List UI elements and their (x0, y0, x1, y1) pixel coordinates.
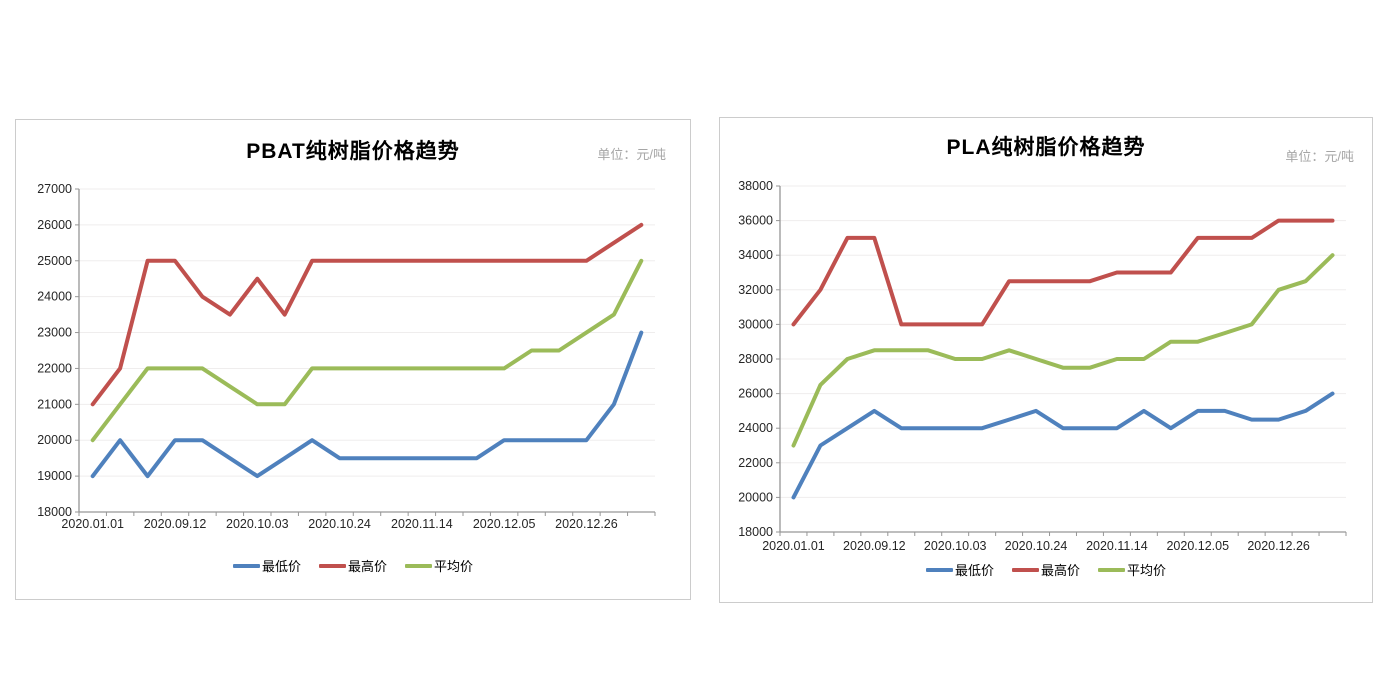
legend-item-lowest: 最低价 (232, 556, 301, 575)
y-axis-label: 28000 (738, 352, 773, 366)
legend-label: 最低价 (954, 563, 994, 578)
legend-item-average: 平均价 (1098, 560, 1166, 579)
x-axis-label: 2020.12.05 (1166, 539, 1229, 553)
series-line-最低价 (90, 330, 644, 479)
legend-item-highest: 最高价 (1011, 560, 1080, 579)
lowest-line-swatch (232, 563, 260, 568)
x-axis-label: 2020.01.01 (61, 517, 124, 531)
x-axis-label: 2020.10.24 (308, 517, 371, 531)
x-axis-label: 2020.12.05 (473, 517, 536, 531)
series-line-最低价 (791, 391, 1335, 500)
pla-unit-label: 单位：元/吨 (1285, 149, 1354, 164)
y-axis-label: 34000 (738, 248, 773, 262)
pla-plot: 18000 20000 22000 24000 26000 28000 30000 32000… (738, 179, 1347, 553)
x-axis-label: 2020.12.26 (555, 517, 618, 531)
series-line-平均价 (90, 258, 644, 443)
pbat-chart-title: PBAT纯树脂价格趋势 (246, 140, 460, 163)
x-axis-label: 2020.10.03 (226, 517, 289, 531)
legend-label: 平均价 (1127, 563, 1167, 578)
legend-item-highest: 最高价 (318, 556, 387, 575)
y-axis-label: 22000 (738, 456, 773, 470)
series-line-最高价 (90, 222, 644, 407)
x-axis-label: 2020.12.26 (1247, 539, 1310, 553)
y-axis-label: 18000 (37, 505, 72, 519)
series-line-最高价 (791, 218, 1335, 327)
y-axis-label: 38000 (738, 179, 773, 193)
legend-item-lowest: 最低价 (925, 560, 994, 579)
pbat-plot: 18000 19000 20000 21000 22000 23000 24000 25000… (37, 182, 656, 531)
pbat-chart-panel[interactable]: PBAT纯树脂价格趋势 单位：元/吨 18000 19000 20000 21000 2… (15, 119, 691, 600)
average-line-swatch (405, 563, 432, 568)
y-axis-label: 24000 (738, 421, 773, 435)
y-axis-label: 20000 (37, 433, 72, 447)
average-line-swatch (1098, 567, 1125, 572)
pla-chart-title: PLA纯树脂价格趋势 (946, 136, 1146, 159)
y-axis-label: 36000 (738, 214, 773, 228)
y-axis-label: 26000 (37, 218, 72, 232)
legend-label: 最低价 (261, 559, 301, 574)
legend-label: 平均价 (434, 559, 474, 574)
pbat-legend: 最低价 最高价 平均价 (16, 556, 690, 575)
legend-item-average: 平均价 (405, 556, 473, 575)
y-axis-label: 23000 (37, 326, 72, 340)
y-axis-label: 27000 (37, 182, 72, 196)
highest-line-swatch (1011, 567, 1039, 572)
x-axis-label: 2020.10.24 (1005, 539, 1068, 553)
x-axis-label: 2020.11.14 (1086, 539, 1148, 553)
pbat-unit-label: 单位：元/吨 (597, 147, 666, 162)
y-axis-label: 30000 (738, 317, 773, 331)
legend-label: 最高价 (347, 559, 387, 574)
y-axis-label: 20000 (738, 490, 773, 504)
x-axis-label: 2020.10.03 (924, 539, 987, 553)
x-axis-label: 2020.11.14 (391, 517, 453, 531)
y-axis-label: 24000 (37, 290, 72, 304)
pla-legend: 最低价 最高价 平均价 (720, 560, 1372, 579)
y-axis-label: 21000 (37, 397, 72, 411)
y-axis-label: 32000 (738, 283, 773, 297)
x-axis-label: 2020.01.01 (762, 539, 825, 553)
y-axis-label: 25000 (37, 254, 72, 268)
series-line-平均价 (791, 253, 1335, 448)
pla-chart-panel[interactable]: PLA纯树脂价格趋势 单位：元/吨 18000 20000 22000 24000 26… (719, 117, 1373, 603)
y-axis-label: 19000 (37, 469, 72, 483)
lowest-line-swatch (925, 567, 953, 572)
y-axis-label: 26000 (738, 387, 773, 401)
y-axis-label: 22000 (37, 361, 72, 375)
x-axis-label: 2020.09.12 (843, 539, 906, 553)
legend-label: 最高价 (1040, 563, 1080, 578)
y-axis-label: 18000 (738, 525, 773, 539)
x-axis-label: 2020.09.12 (144, 517, 207, 531)
highest-line-swatch (318, 563, 346, 568)
